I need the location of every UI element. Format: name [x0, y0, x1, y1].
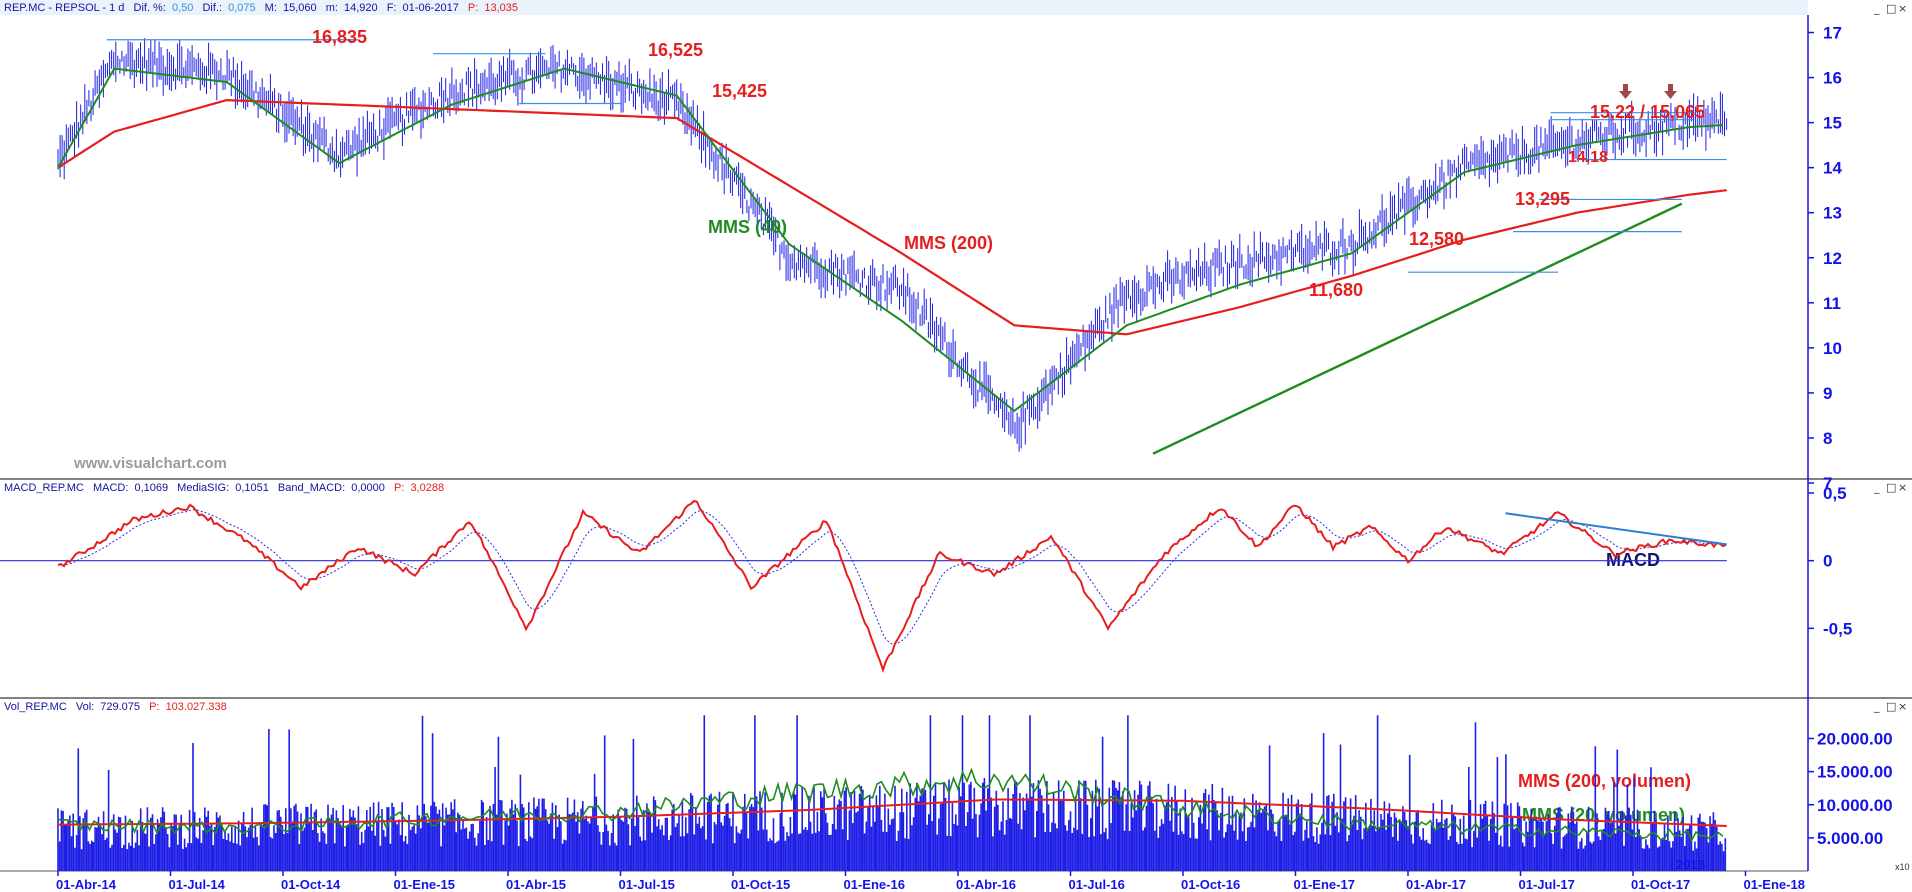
price-axis-label: 9	[1823, 384, 1832, 403]
close-icon[interactable]: ×	[1898, 481, 1907, 494]
maximize-icon[interactable]: □	[1886, 2, 1896, 15]
macd-header: MACD_REP.MC MACD: 0,1069 MediaSIG: 0,105…	[4, 482, 444, 494]
mms40-line	[57, 67, 1724, 413]
minimize-icon[interactable]: _	[1873, 481, 1880, 494]
level-label: 16,525	[648, 40, 703, 60]
x-axis-label: 01-Jul-16	[1069, 877, 1125, 892]
volume-mms200-label: MMS (200, volumen)	[1518, 771, 1691, 791]
x-axis-label: 01-Ene-16	[844, 877, 905, 892]
level-label: 12,580	[1409, 229, 1464, 249]
mms40-annotation: MMS (40)	[708, 217, 787, 237]
price-axis-label: 17	[1823, 24, 1842, 43]
price-axis-label: 14	[1823, 159, 1842, 178]
watermark: www.visualchart.com	[73, 455, 227, 472]
mms200-annotation: MMS (200)	[904, 233, 993, 253]
x-axis-label: 01-Ene-17	[1294, 877, 1355, 892]
macd-axis-label: 0	[1823, 552, 1832, 571]
macd-label: MACD	[1606, 550, 1660, 570]
price-panel-buttons[interactable]: _ □ ×	[1873, 2, 1907, 15]
level-label: 14,18	[1568, 149, 1608, 166]
price-axis-label: 8	[1823, 429, 1832, 448]
macd-signal-line	[57, 509, 1727, 645]
support-trendline	[1152, 202, 1683, 455]
volume-mms200-line	[58, 798, 1727, 827]
x10-badge: x10	[1895, 862, 1910, 872]
maximize-icon[interactable]: □	[1886, 481, 1896, 494]
maximize-icon[interactable]: □	[1886, 700, 1896, 713]
volume-bars	[57, 715, 1727, 871]
x-axis-label: 01-Oct-14	[281, 877, 341, 892]
level-label: 11,680	[1309, 280, 1363, 300]
macd-trendline	[1505, 512, 1727, 546]
macd-line	[57, 499, 1727, 674]
macd-panel-buttons[interactable]: _ □ ×	[1873, 481, 1907, 494]
volume-axis-label: 5.000.00	[1817, 829, 1883, 848]
price-axis-label: 7	[1823, 474, 1832, 493]
x-axis-label: 01-Abr-15	[506, 877, 566, 892]
x-axis-label: 01-Ene-18	[1744, 877, 1805, 892]
x-axis-label: 01-Oct-16	[1181, 877, 1240, 892]
x-axis-label: 01-Jul-15	[619, 877, 675, 892]
x-axis-label: 01-Abr-16	[956, 877, 1016, 892]
price-axis-label: 12	[1823, 249, 1842, 268]
volume-axis-label: 20.000.00	[1817, 730, 1893, 749]
price-axis-label: 15	[1823, 114, 1842, 133]
price-axis-label: 10	[1823, 339, 1842, 358]
price-header: REP.MC - REPSOL - 1 d Dif. %: 0,50 Dif.:…	[4, 2, 518, 14]
volume-axis-label: 15.000.00	[1817, 763, 1893, 782]
macd-axis-label: -0,5	[1823, 619, 1852, 638]
year-label: 2018	[1676, 857, 1705, 872]
x-axis-label: 01-Jul-17	[1519, 877, 1575, 892]
minimize-icon[interactable]: _	[1873, 700, 1880, 713]
price-axis-label: 13	[1823, 204, 1842, 223]
x-axis-label: 01-Abr-14	[56, 877, 117, 892]
close-icon[interactable]: ×	[1898, 2, 1907, 15]
macd-axis-label: 0,5	[1823, 484, 1847, 503]
volume-axis-label: 10.000.00	[1817, 796, 1893, 815]
volume-panel-buttons[interactable]: _ □ ×	[1873, 700, 1907, 713]
minimize-icon[interactable]: _	[1873, 2, 1880, 15]
price-axis-label: 11	[1823, 294, 1841, 313]
level-label: 13,295	[1515, 189, 1570, 209]
mms200-line	[57, 98, 1727, 336]
level-label: 16,835	[312, 27, 367, 47]
volume-mms20-line	[57, 767, 1724, 843]
x-axis-label: 01-Oct-15	[731, 877, 790, 892]
down-arrow-icon	[1664, 84, 1677, 99]
price-header-bar	[0, 0, 1808, 15]
close-icon[interactable]: ×	[1898, 700, 1907, 713]
x-axis-label: 01-Oct-17	[1631, 877, 1690, 892]
x-axis-label: 01-Jul-14	[169, 877, 226, 892]
down-arrow-icon	[1619, 84, 1632, 99]
level-label: 15,22 / 15,065	[1590, 102, 1705, 122]
level-label: 15,425	[712, 81, 767, 101]
x-axis-label: 01-Ene-15	[394, 877, 455, 892]
price-axis-label: 16	[1823, 69, 1842, 88]
volume-header: Vol_REP.MC Vol: 729.075 P: 103.027.338	[4, 701, 227, 713]
x-axis-label: 01-Abr-17	[1406, 877, 1466, 892]
